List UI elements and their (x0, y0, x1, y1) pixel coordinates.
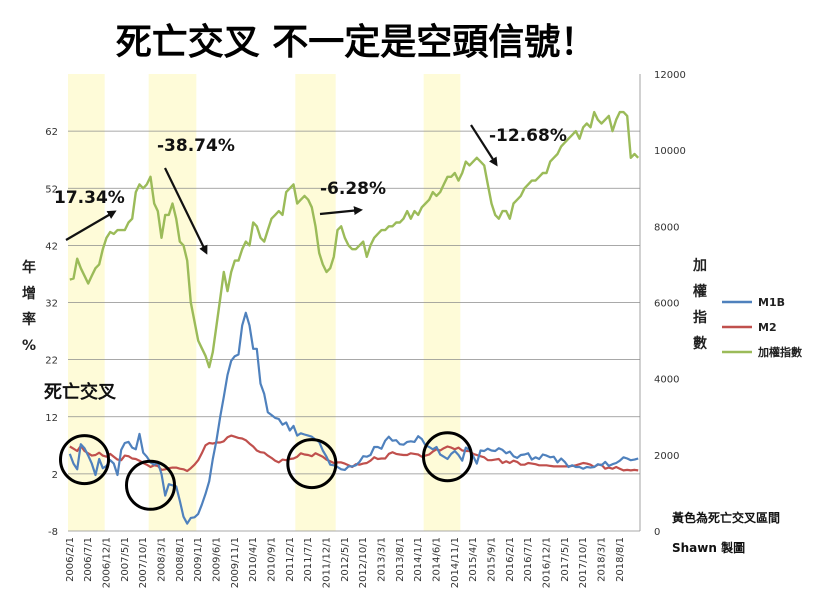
x-tick-label: 2010/4/1 (248, 537, 259, 582)
x-tick-label: 2007/5/1 (120, 537, 131, 582)
ylabel-left-char: % (22, 338, 36, 354)
x-tick-label: 2016/12/1 (542, 537, 553, 588)
x-tick-label: 2012/5/1 (340, 537, 351, 582)
x-tick-label: 2018/8/1 (615, 537, 626, 582)
series-lines (68, 110, 640, 525)
death-cross-circles (59, 431, 473, 511)
x-tick-label: 2009/1/1 (193, 537, 204, 582)
ylabel-left-char: 增 (22, 285, 36, 302)
left-axis-ticks: -8 2 12 22 32 42 52 62 (45, 127, 58, 538)
legend-label-m1b: M1B (758, 296, 785, 309)
x-tick-label: 2011/7/1 (303, 537, 314, 582)
ylabel-right-char: 指 (693, 309, 707, 326)
left-tick-label: 52 (45, 184, 58, 195)
right-axis-ticks: 0 2000 4000 6000 8000 10000 12000 (654, 70, 686, 538)
x-tick-label: 2014/1/1 (413, 537, 424, 582)
x-tick-label: 2015/4/1 (468, 537, 479, 582)
x-tick-label: 2013/8/1 (395, 537, 406, 582)
ylabel-right-char: 數 (693, 335, 707, 352)
left-tick-label: 32 (45, 299, 58, 310)
ylabel-right-char: 權 (693, 283, 707, 300)
credit: Shawn 製圖 (672, 540, 745, 555)
right-tick-label: 10000 (654, 146, 686, 157)
death-cross-label: 死亡交叉 (44, 381, 117, 403)
chart-title: 死亡交叉 不一定是空頭信號！ (116, 21, 597, 63)
note-highlight-meaning: 黃色為死亡交叉區間 (671, 510, 780, 525)
x-tick-label: 2012/10/1 (358, 537, 369, 588)
arrow-2008 (164, 167, 208, 255)
left-axis-label: 年 增 率 % (22, 259, 36, 354)
arrow-2015 (470, 124, 498, 167)
x-tick-label: 2014/11/1 (450, 537, 461, 588)
left-tick-label: 22 (45, 356, 58, 367)
right-tick-label: 2000 (654, 451, 679, 462)
x-tick-label: 2017/5/1 (560, 537, 571, 582)
left-tick-label: 2 (52, 470, 58, 481)
death-cross-circle (125, 459, 176, 511)
legend-label-index: 加權指數 (757, 345, 802, 359)
x-tick-label: 2006/12/1 (102, 537, 113, 588)
ylabel-right-char: 加 (692, 258, 707, 274)
annotation-gain-2006: 17.34% (54, 188, 125, 208)
x-tick-label: 2017/10/1 (578, 537, 589, 588)
left-tick-label: 42 (45, 241, 58, 252)
legend-label-m2: M2 (758, 321, 777, 334)
series-line-m1b (68, 311, 639, 525)
right-tick-label: 6000 (654, 299, 679, 310)
legend: M1B M2 加權指數 (722, 296, 802, 359)
x-tick-label: 2008/8/1 (175, 537, 186, 582)
x-tick-label: 2009/11/1 (230, 537, 241, 588)
x-tick-label: 2011/2/1 (285, 537, 296, 582)
left-tick-label: -8 (48, 527, 58, 538)
x-tick-label: 2015/9/1 (487, 537, 498, 582)
x-tick-label: 2007/10/1 (138, 537, 149, 588)
death-cross-circle (59, 434, 110, 486)
x-axis-ticks: 2006/2/1 2006/7/1 2006/12/1 2007/5/1 2007/10… (65, 537, 626, 588)
right-tick-label: 12000 (654, 70, 686, 81)
arrow-2011 (319, 206, 363, 216)
right-tick-label: 8000 (654, 222, 679, 233)
x-tick-label: 2013/3/1 (377, 537, 388, 582)
x-tick-label: 2010/9/1 (267, 537, 278, 582)
right-tick-label: 4000 (654, 375, 679, 386)
x-tick-label: 2014/6/1 (432, 537, 443, 582)
right-axis-label: 加 權 指 數 (692, 258, 707, 352)
x-tick-label: 2009/6/1 (212, 537, 223, 582)
x-tick-label: 2018/3/1 (597, 537, 608, 582)
gridlines (68, 74, 641, 532)
series-line-index (69, 110, 640, 369)
left-tick-label: 12 (45, 413, 58, 424)
right-tick-label: 0 (654, 527, 660, 538)
x-tick-label: 2016/2/1 (505, 537, 516, 582)
death-cross-circle (286, 438, 338, 490)
x-tick-label: 2016/7/1 (523, 537, 534, 582)
annotation-drop-2015: -12.68% (489, 126, 567, 146)
left-tick-label: 62 (45, 127, 58, 138)
arrow-2006 (65, 210, 117, 241)
x-tick-label: 2006/2/1 (65, 537, 76, 582)
ylabel-left-char: 年 (22, 259, 36, 276)
ylabel-left-char: 率 (22, 311, 36, 328)
x-tick-label: 2008/3/1 (157, 537, 168, 582)
x-tick-label: 2006/7/1 (83, 537, 94, 582)
annotation-drop-2011: -6.28% (320, 179, 386, 199)
annotation-drop-2008: -38.74% (157, 136, 235, 156)
x-tick-label: 2011/12/1 (322, 537, 333, 588)
death-cross-circle (422, 431, 473, 483)
